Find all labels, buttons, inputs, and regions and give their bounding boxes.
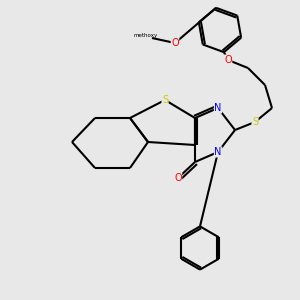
Text: O: O bbox=[171, 38, 179, 48]
Text: N: N bbox=[214, 103, 222, 113]
Text: O: O bbox=[174, 173, 182, 183]
Text: S: S bbox=[162, 95, 168, 105]
Text: O: O bbox=[224, 55, 232, 65]
Text: methoxy: methoxy bbox=[134, 32, 158, 38]
Text: N: N bbox=[214, 147, 222, 157]
Text: S: S bbox=[252, 117, 258, 127]
